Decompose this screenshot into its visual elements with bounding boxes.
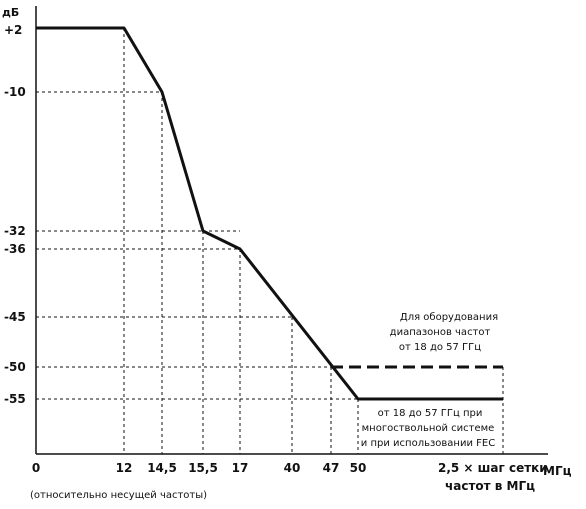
- x-tick-label: 17: [232, 461, 249, 475]
- x-tick-label: 14,5: [147, 461, 177, 475]
- x-tick-label: 47: [323, 461, 340, 475]
- y-tick-label: -55: [4, 392, 26, 406]
- annotation-lower-line1: от 18 до 57 ГГц при: [378, 408, 483, 419]
- y-tick-label: -36: [4, 242, 26, 256]
- y-tick-label: +2: [4, 23, 22, 37]
- x-tick-label: 50: [350, 461, 367, 475]
- y-tick-label: -10: [4, 85, 26, 99]
- annotation-upper-line2: диапазонов частот: [390, 327, 491, 338]
- mask-line-solid: [36, 26, 503, 401]
- x-last-tick-line1: 2,5 × шаг сетки: [438, 461, 548, 475]
- x-tick-label: 12: [116, 461, 133, 475]
- x-tick-label: 0: [32, 461, 40, 475]
- annotation-upper-line3: от 18 до 57 ГГц: [399, 342, 481, 353]
- y-unit-label: дБ: [2, 6, 19, 19]
- series-group: [36, 26, 503, 401]
- x-unit-label: МГц: [543, 464, 572, 478]
- y-tick-label: -50: [4, 360, 26, 374]
- x-tick-label: 15,5: [188, 461, 218, 475]
- y-tick-label: -32: [4, 224, 26, 238]
- x-last-tick-line2: частот в МГц: [445, 479, 535, 493]
- guide-lines: [36, 28, 504, 454]
- annotation-upper-line1: Для оборудования: [400, 312, 498, 323]
- labels-group: дБ МГц 2,5 × шаг сетки частот в МГц (отн…: [2, 6, 572, 501]
- x-tick-label: 40: [284, 461, 301, 475]
- axes: [35, 6, 548, 455]
- annotation-lower-line2: многоствольной системе: [362, 423, 495, 434]
- y-tick-label: -45: [4, 310, 26, 324]
- x-footnote: (относительно несущей частоты): [30, 490, 207, 501]
- annotation-lower-line3: и при использовании FEC: [361, 438, 495, 449]
